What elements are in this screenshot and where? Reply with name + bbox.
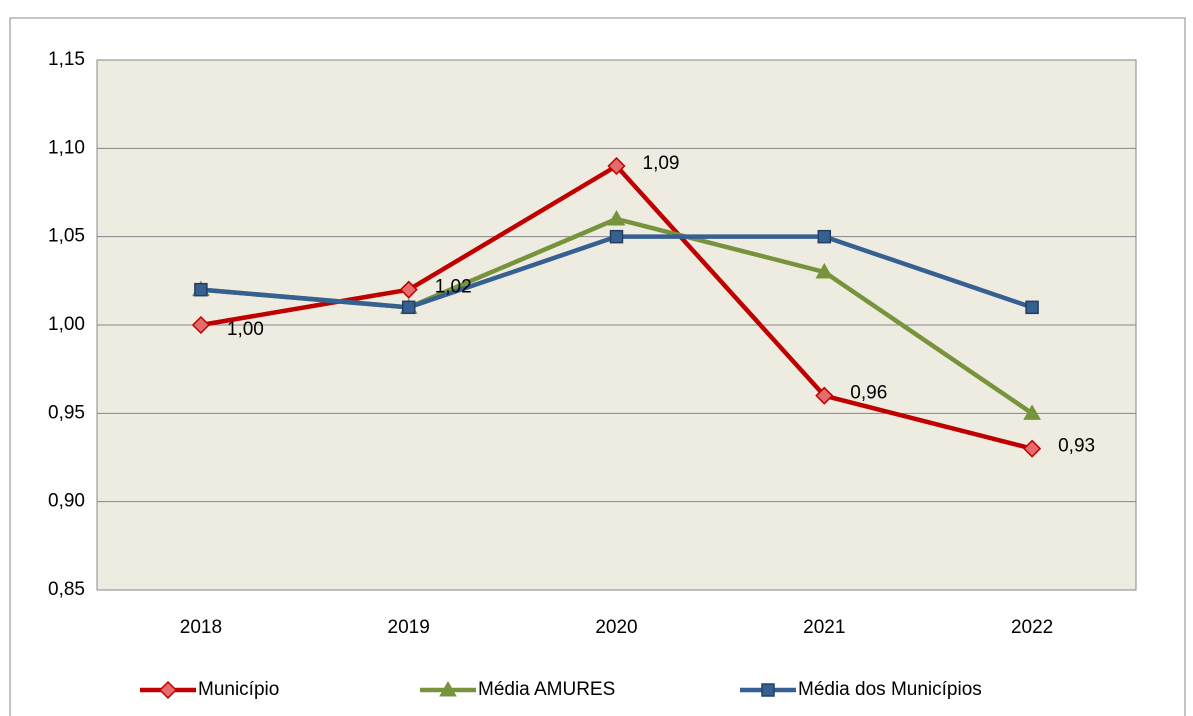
y-tick-label: 0,95 [48,402,85,423]
x-tick-label: 2018 [180,617,222,638]
point [401,300,416,315]
point [607,209,626,226]
legend-label: Média AMURES [478,679,615,700]
point [191,315,210,335]
legend-label: Município [198,679,279,700]
point [1023,404,1041,420]
point [815,386,834,405]
point [1025,300,1039,315]
point [815,262,834,279]
data-label: 1,02 [435,277,472,298]
point [817,229,832,244]
data-label: 0,93 [1058,436,1095,457]
y-tick-label: 1,15 [48,49,85,70]
x-tick-label: 2020 [595,617,637,638]
legend-label: Média dos Municípios [798,679,982,700]
point [194,282,208,297]
point [609,229,624,244]
legend-marker [761,683,775,697]
x-tick-label: 2021 [803,617,845,638]
point [607,156,626,176]
point [1023,439,1042,458]
data-label: 1,09 [643,153,680,174]
x-tick-label: 2022 [1011,617,1053,638]
y-tick-label: 1,05 [48,226,85,247]
data-label: 1,00 [227,319,264,340]
y-tick-label: 0,90 [48,491,85,512]
point [399,280,418,299]
x-tick-label: 2019 [388,617,430,638]
y-tick-label: 0,85 [48,579,85,600]
y-tick-label: 1,00 [48,314,85,335]
y-tick-label: 1,10 [48,137,85,158]
data-label: 0,96 [850,383,887,404]
legend-marker [439,680,457,697]
legend-marker [158,680,178,700]
